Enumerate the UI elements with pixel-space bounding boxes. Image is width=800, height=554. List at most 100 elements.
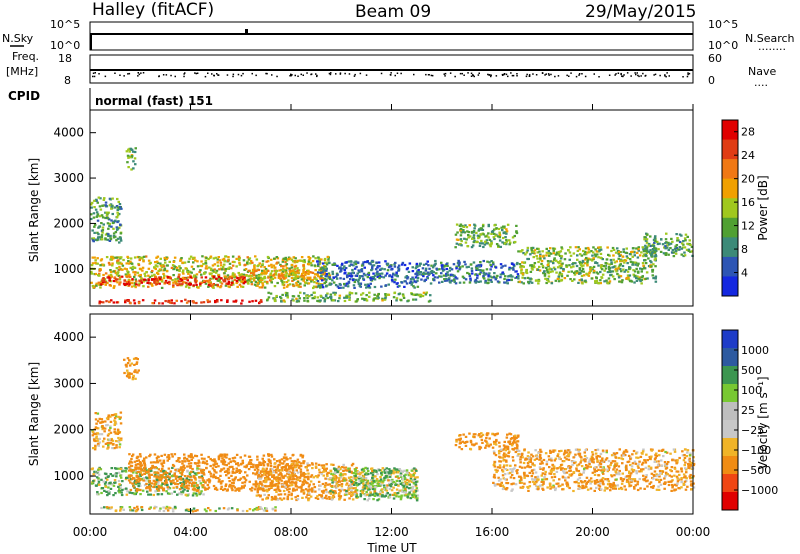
data-cell: [266, 299, 269, 302]
data-cell: [313, 291, 316, 294]
data-cell: [520, 268, 523, 271]
data-cell: [121, 264, 125, 267]
data-cell: [212, 257, 216, 260]
colorbar-cell: [722, 198, 738, 219]
data-cell: [414, 293, 418, 296]
data-cell: [93, 199, 96, 202]
data-cell: [337, 493, 341, 496]
data-cell: [198, 476, 202, 479]
data-cell: [323, 277, 327, 280]
nave-dot: [339, 72, 342, 74]
data-cell: [224, 484, 227, 487]
data-cell: [164, 476, 167, 479]
data-cell: [673, 247, 677, 250]
data-cell: [530, 246, 533, 250]
data-cell: [416, 476, 419, 479]
data-cell: [323, 298, 327, 301]
nave-dot: [634, 72, 636, 74]
data-cell: [645, 250, 648, 253]
data-cell: [329, 490, 332, 493]
data-cell: [202, 469, 206, 472]
data-cell: [549, 270, 552, 274]
data-cell: [101, 279, 104, 282]
station-title: Halley (fitACF): [92, 0, 214, 20]
data-cell: [281, 475, 284, 478]
data-cell: [545, 266, 548, 269]
data-cell: [612, 248, 616, 251]
data-cell: [608, 269, 612, 273]
data-cell: [331, 473, 335, 477]
nave-dot: [630, 75, 632, 77]
data-cell: [257, 274, 261, 278]
data-cell: [95, 211, 99, 214]
data-cell: [101, 231, 104, 234]
data-cell: [317, 256, 320, 259]
data-cell: [272, 264, 276, 267]
data-cell: [357, 471, 360, 474]
data-cell: [482, 223, 485, 226]
data-cell: [173, 302, 176, 305]
data-cell: [314, 466, 318, 469]
data-cell: [266, 282, 269, 285]
data-cell: [115, 239, 118, 242]
data-cell: [675, 233, 678, 236]
data-cell: [267, 458, 270, 461]
data-cell: [302, 271, 306, 274]
data-cell: [319, 271, 322, 274]
data-cell: [119, 507, 123, 510]
data-cell: [384, 470, 388, 473]
data-cell: [686, 242, 689, 245]
data-cell: [325, 494, 328, 497]
freq-tick-low: 8: [64, 74, 71, 87]
data-cell: [275, 479, 279, 482]
data-cell: [290, 464, 293, 467]
data-cell: [159, 277, 162, 280]
data-cell: [580, 279, 584, 282]
data-cell: [215, 277, 218, 280]
data-cell: [238, 257, 241, 260]
data-cell: [119, 239, 123, 242]
data-cell: [267, 296, 271, 299]
data-cell: [380, 473, 384, 476]
data-cell: [325, 278, 328, 281]
data-cell: [123, 488, 126, 491]
data-cell: [320, 275, 323, 278]
data-cell: [162, 276, 166, 280]
data-cell: [393, 493, 396, 496]
data-cell: [580, 265, 584, 268]
data-cell: [674, 250, 677, 253]
data-cell: [233, 273, 236, 276]
data-cell: [112, 236, 116, 239]
data-cell: [261, 474, 264, 477]
data-cell: [411, 467, 415, 471]
data-cell: [635, 247, 638, 250]
data-cell: [208, 266, 211, 269]
data-cell: [223, 454, 226, 457]
data-cell: [120, 262, 123, 265]
data-cell: [328, 276, 331, 279]
data-cell: [248, 508, 252, 511]
data-cell: [270, 486, 273, 489]
data-cell: [255, 258, 259, 261]
data-cell: [536, 268, 540, 271]
data-cell: [168, 301, 172, 304]
data-cell: [255, 276, 258, 279]
nave-dot: [615, 73, 617, 75]
data-cell: [112, 301, 116, 304]
nave-dot: [510, 72, 512, 74]
data-cell: [440, 272, 443, 275]
data-cell: [216, 283, 219, 286]
data-cell: [149, 461, 153, 464]
data-cell: [228, 262, 232, 265]
nave-dot: [640, 75, 642, 77]
data-cell: [403, 469, 406, 472]
data-cell: [107, 274, 111, 277]
nave-dot: [123, 75, 125, 77]
data-cell: [113, 479, 117, 482]
data-cell: [117, 467, 120, 470]
data-cell: [296, 276, 300, 280]
data-cell: [237, 479, 240, 482]
data-cell: [178, 273, 181, 276]
data-cell: [564, 252, 567, 255]
data-cell: [135, 475, 139, 478]
